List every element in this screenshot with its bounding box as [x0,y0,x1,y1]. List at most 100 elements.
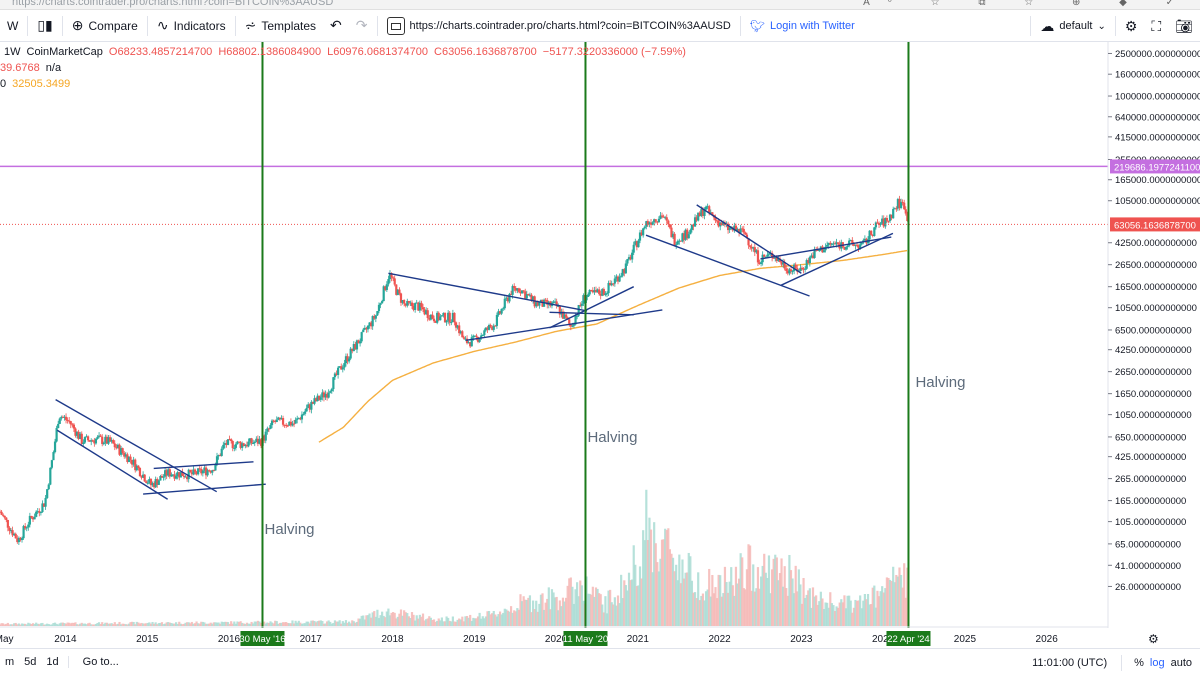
candle-body [363,327,366,330]
layout-dropdown[interactable]: ☁ default ⌄ [1033,10,1112,42]
compare-button[interactable]: ⊕ Compare [65,10,145,41]
volume-bar [769,593,772,626]
candle-body [359,341,362,344]
candle-body [42,503,46,507]
candle-body [250,438,253,444]
candle-body [788,269,791,274]
volume-bar [248,623,252,626]
volume-bar [365,615,368,626]
settings-button[interactable]: ⚙ [1118,10,1145,42]
volume-bar [395,618,398,626]
candle-body [119,448,123,455]
candle-body [852,244,855,246]
screenshot-button[interactable]: 📷︎ [1168,10,1200,42]
volume-bar [804,598,807,626]
volume-bar [712,593,716,626]
twitter-icon: 🐦︎ [749,18,766,33]
volume-bar [385,611,388,626]
volume-bar [615,605,618,626]
candle-body [857,245,860,249]
candle-body [415,302,418,304]
candle-body [715,220,719,222]
volume-bar [610,602,613,626]
volume-bar [458,618,461,626]
halving-lines: Halving Halving Halving [261,42,966,628]
volume-bar [802,578,805,626]
volume-bar [525,599,528,626]
fullscreen-button[interactable]: ⛶ [1144,10,1168,42]
volume-bar [546,598,549,626]
percent-toggle[interactable]: % [1134,656,1144,669]
clock-time[interactable]: 11:01:00 (UTC) [1032,656,1108,669]
time-axis[interactable]: May 2014 2015 2016 2017 2018 2019 2020 2021 2022 2… [0,626,1159,646]
volume-bar [35,622,38,626]
volume-bar [885,577,889,626]
candle-body [525,294,528,299]
trendline [143,483,266,495]
volume-bar [747,544,750,626]
indicators-button[interactable]: ∿ Indicators [150,10,233,41]
redo-icon: ↷ [355,17,368,33]
candle-body [390,273,393,278]
candle-body [458,325,461,334]
volume-bar [651,572,654,626]
candle-body [292,423,296,425]
candle-body [296,418,299,420]
candle-body [247,441,250,447]
volume-bar [786,595,789,626]
candle-body [61,416,65,418]
volume-bar [476,616,480,626]
range-m-button[interactable]: m [5,656,15,668]
url-button[interactable]: https://charts.cointrader.pro/charts.htm… [380,10,738,41]
volume-bar [772,558,775,626]
volume-bar [154,622,157,626]
volume-bar [241,622,244,626]
candle-body [310,401,313,410]
candle-body [448,312,451,323]
range-5d-button[interactable]: 5d [24,656,37,668]
volume-bar [793,593,796,626]
volume-bar [204,623,208,626]
candle-body [892,209,895,219]
volume-bar [684,572,687,626]
halving-date-label: 11 May '20 [563,634,608,645]
volume-bar [414,620,417,626]
candle-body [160,476,164,478]
candle-body [475,335,478,337]
range-1d-button[interactable]: 1d [46,656,59,668]
candle-body [423,309,426,315]
candle-body [720,222,723,226]
volume-bar [599,594,602,626]
volume-bar [19,624,22,626]
candle-body [173,474,176,479]
templates-button[interactable]: ⩫ Templates [238,10,323,41]
candle-body [17,537,20,543]
interval-button[interactable]: W [7,18,19,33]
candle-body [330,389,333,392]
volume-bar [176,623,179,626]
candle-body [616,276,620,282]
login-twitter-button[interactable]: 🐦︎ Login with Twitter [743,10,862,41]
volume-bar [137,622,140,626]
candle-body [204,467,208,476]
undo-button[interactable]: ↶ [323,10,349,41]
log-toggle[interactable]: log [1149,656,1165,669]
candle-body [425,310,428,315]
candle-body [693,217,697,227]
candle-body [96,436,99,439]
volume-bar [704,591,708,626]
redo-button[interactable]: ↷ [349,10,375,41]
goto-button[interactable]: Go to... [67,656,124,668]
volume-bar [247,623,250,626]
candle-body [895,208,898,210]
candle-body [197,468,200,475]
candle-body [665,217,668,221]
candle-body [157,480,160,485]
bar-style-button[interactable]: ▯▮ [30,10,59,41]
volume-bar [130,621,134,626]
browser-extension-icons[interactable]: A⁰ ☆ ⧉ ☆ ⊕ ◆ ✓ [863,0,1192,8]
price-chart[interactable]: Halving Halving Halving 2500000.0000000000… [0,42,1200,648]
halving-label: Halving [587,429,637,446]
auto-toggle[interactable]: auto [1170,656,1192,669]
volume-bar [472,617,475,626]
